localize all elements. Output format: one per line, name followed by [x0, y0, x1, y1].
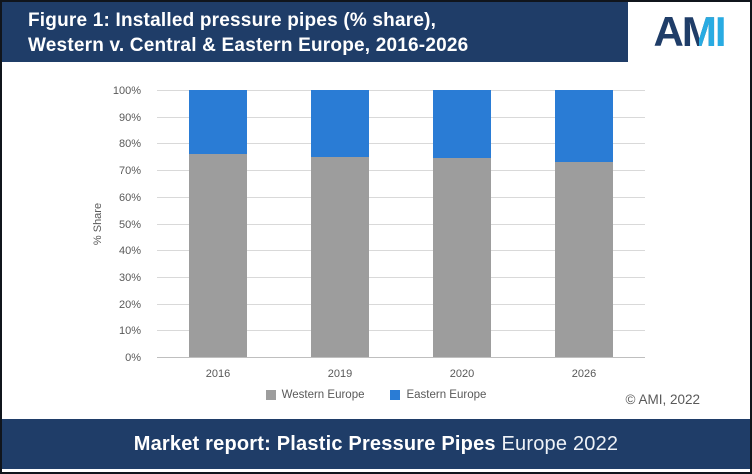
bar-segment-western-europe-2026: [555, 162, 613, 357]
bar-segment-western-europe-2016: [189, 154, 247, 357]
legend-item-eastern-europe: Eastern Europe: [390, 389, 486, 401]
bar-2026: [555, 90, 613, 357]
y-tick-60: 60%: [118, 191, 141, 204]
gridline-10: [157, 330, 645, 332]
y-tick-90: 90%: [118, 111, 141, 124]
gridline-50: [157, 223, 645, 225]
legend-label: Western Europe: [281, 389, 365, 401]
footer-text: Market report: Plastic Pressure Pipes Eu…: [134, 433, 619, 456]
x-axis-line: [157, 357, 645, 358]
gridline-80: [157, 143, 645, 145]
bar-slot-2019: [279, 90, 401, 358]
ami-logo: A M M I: [653, 8, 727, 55]
footer: Market report: Plastic Pressure Pipes Eu…: [2, 419, 750, 469]
gridline-20: [157, 303, 645, 305]
y-tick-40: 40%: [118, 245, 141, 258]
bar-segment-eastern-europe-2019: [311, 90, 369, 157]
bar-segment-western-europe-2020: [433, 158, 491, 357]
figure-title: Figure 1: Installed pressure pipes (% sh…: [2, 2, 628, 62]
legend-swatch-icon: [265, 390, 276, 400]
x-tick-2026: 2026: [571, 368, 597, 380]
gridline-100: [157, 90, 645, 91]
footer-report-edition: Europe 2022: [501, 432, 619, 455]
bar-segment-eastern-europe-2026: [555, 90, 613, 163]
logo-letter-i: I: [714, 8, 727, 55]
bar-2016: [189, 90, 247, 357]
bar-segment-western-europe-2019: [311, 156, 369, 357]
x-axis-tick-labels: 2016 2019 2020 2026: [157, 368, 645, 380]
chart-legend: Western Europe Eastern Europe: [2, 389, 750, 401]
y-tick-70: 70%: [118, 165, 141, 178]
x-tick-2019: 2019: [327, 368, 353, 380]
chart: % Share 0% 10% 20% 30% 40% 50% 60% 70% 80% 90% 100…: [2, 62, 750, 419]
y-tick-10: 10%: [118, 325, 141, 338]
bar-segment-eastern-europe-2020: [433, 90, 491, 159]
x-tick-2020: 2020: [449, 368, 475, 380]
legend-swatch-icon: [390, 390, 401, 400]
legend-label: Eastern Europe: [406, 389, 487, 401]
footer-report-name: Market report: Plastic Pressure Pipes: [133, 432, 496, 455]
x-tick-2016: 2016: [205, 368, 231, 380]
figure-title-line1: Figure 1: Installed pressure pipes (% sh…: [28, 10, 437, 31]
gridline-60: [157, 196, 645, 198]
bar-slot-2016: [157, 90, 279, 358]
y-tick-100: 100%: [112, 85, 141, 97]
logo-letter-m: M M: [681, 8, 717, 55]
bar-2020: [433, 90, 491, 357]
y-tick-30: 30%: [118, 271, 141, 284]
bar-slot-2026: [523, 90, 645, 358]
y-tick-0: 0%: [125, 352, 141, 364]
bar-segment-eastern-europe-2016: [189, 90, 247, 155]
y-tick-80: 80%: [118, 138, 141, 151]
bar-slot-2020: [401, 90, 523, 358]
y-tick-20: 20%: [118, 298, 141, 311]
logo-letter-a: A: [653, 8, 683, 55]
legend-item-western-europe: Western Europe: [265, 389, 365, 401]
logo-area: A M M I: [628, 2, 750, 62]
header: Figure 1: Installed pressure pipes (% sh…: [2, 2, 750, 62]
y-tick-50: 50%: [118, 218, 141, 231]
gridline-30: [157, 276, 645, 278]
gridline-40: [157, 250, 645, 252]
gridline-70: [157, 170, 645, 172]
figure-title-line2: Western v. Central & Eastern Europe, 201…: [28, 35, 469, 56]
y-axis-tick-labels: 0% 10% 20% 30% 40% 50% 60% 70% 80% 90% 100%: [2, 85, 149, 364]
bar-2019: [311, 90, 369, 357]
copyright-note: © AMI, 2022: [625, 392, 701, 407]
plot-area: [157, 90, 645, 358]
gridline-90: [157, 116, 645, 118]
